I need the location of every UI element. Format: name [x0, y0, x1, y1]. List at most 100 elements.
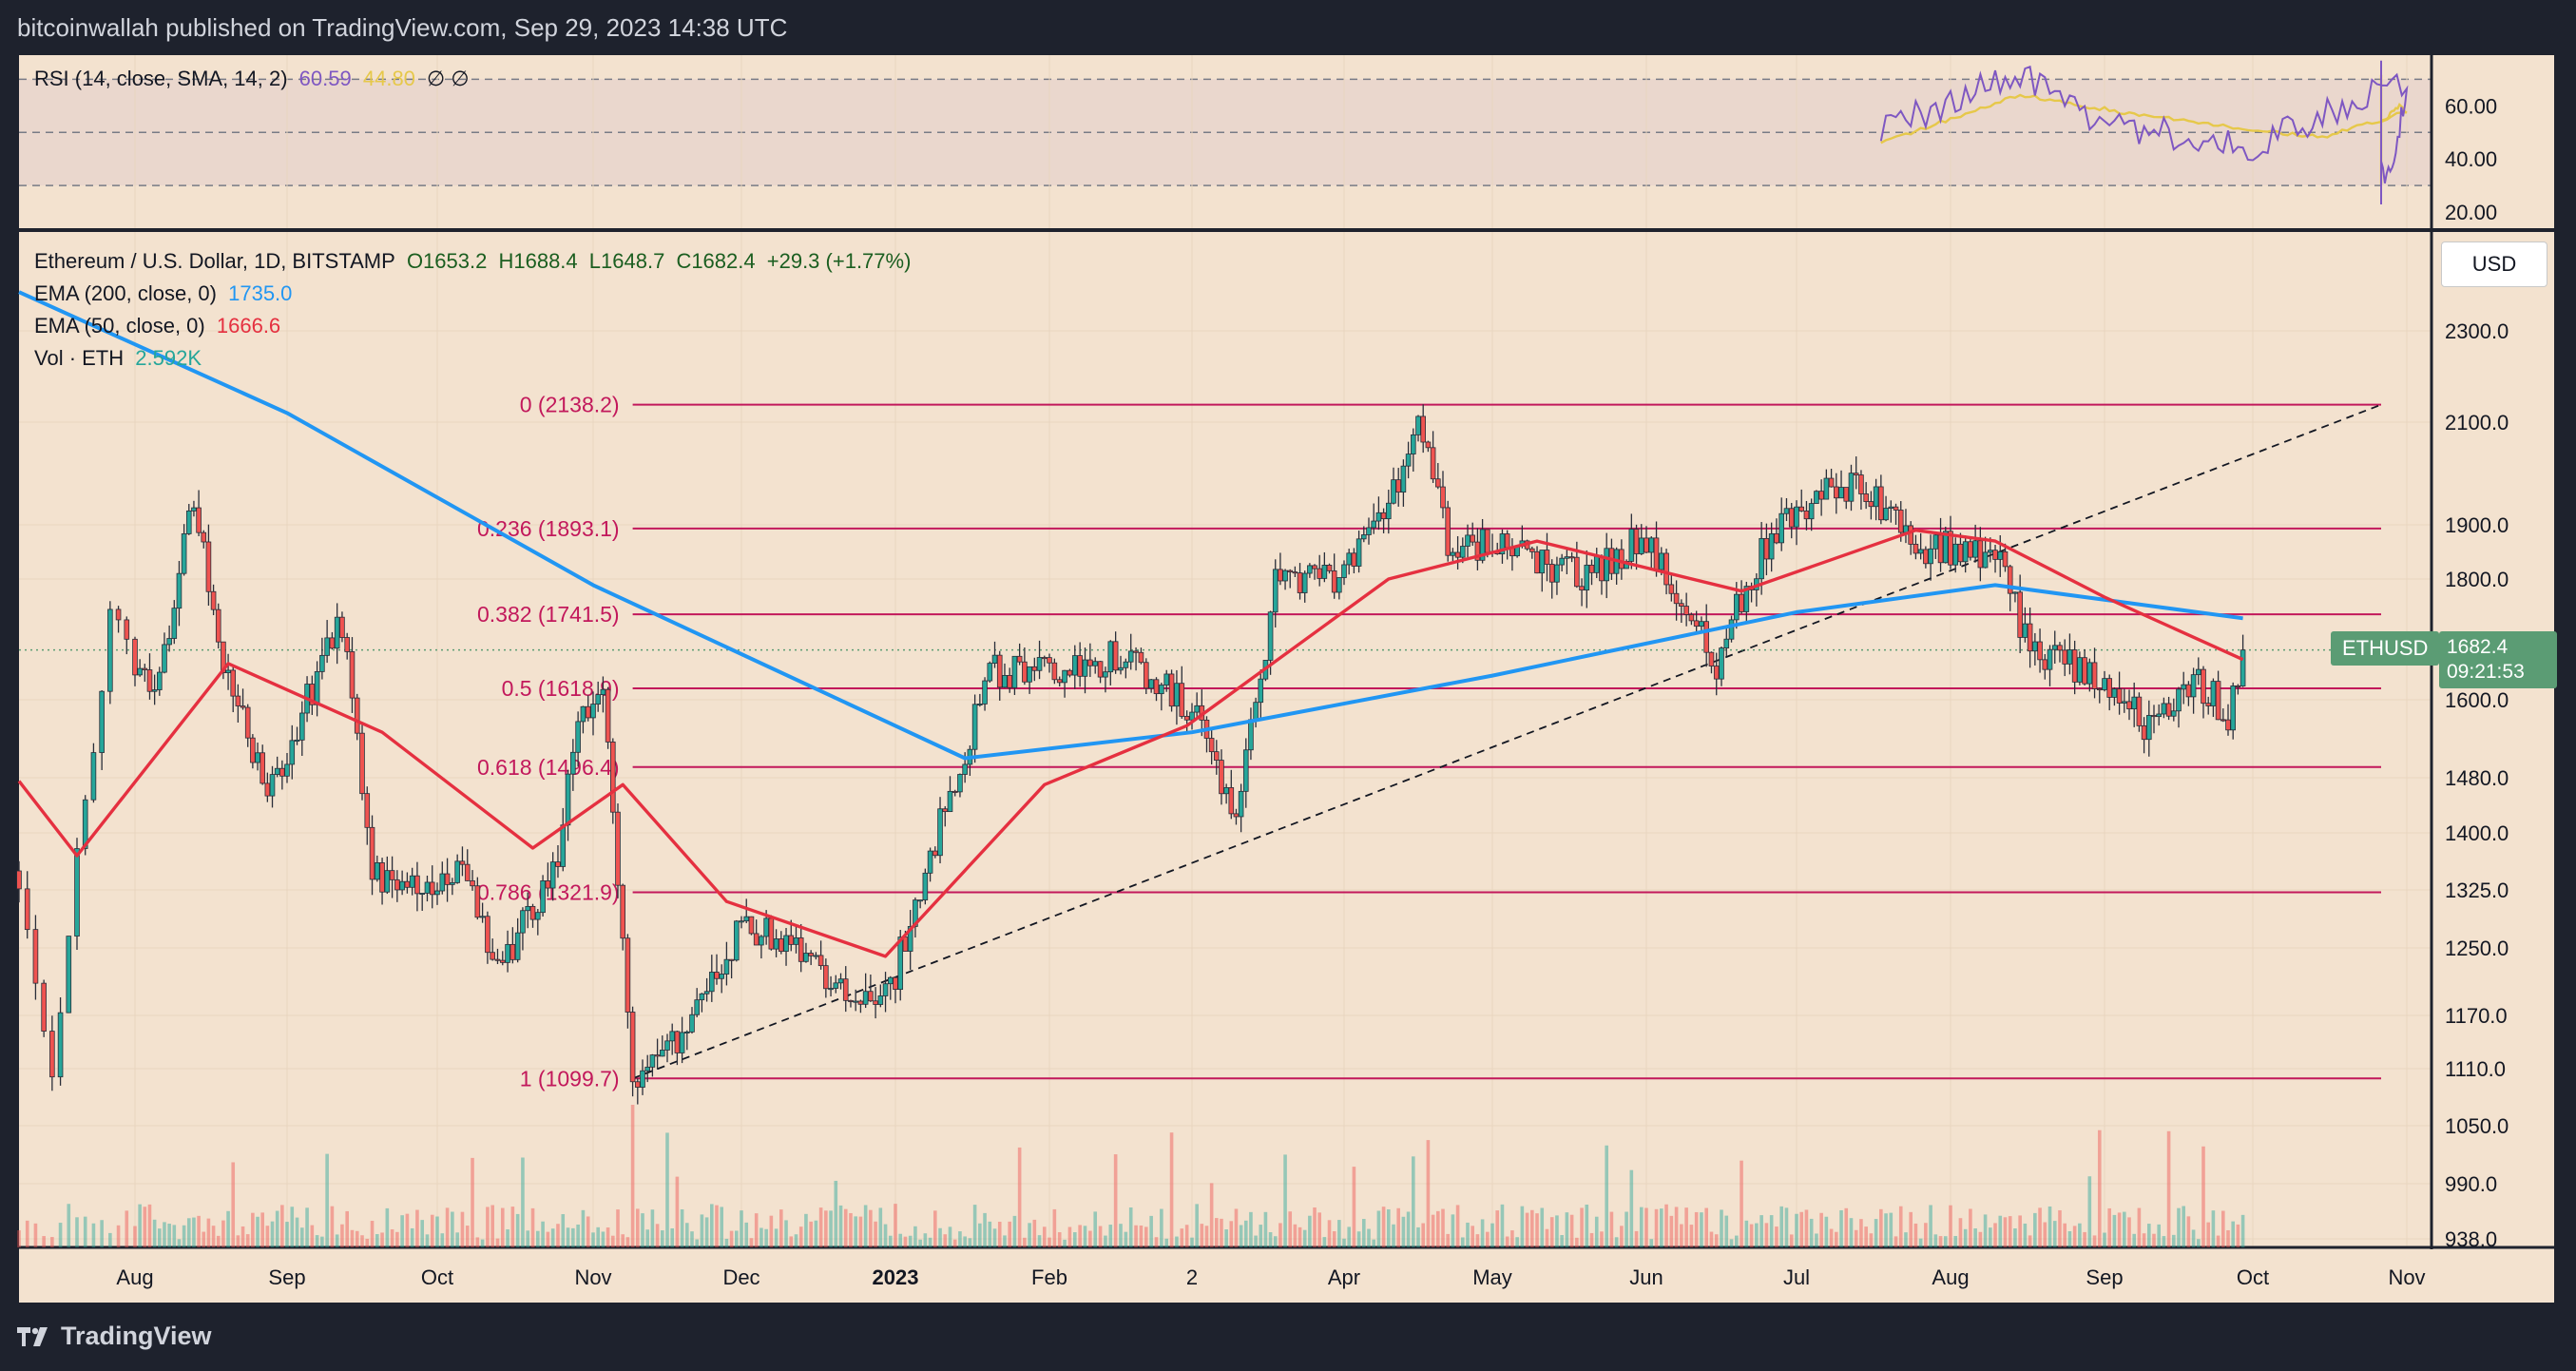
volume-bar — [410, 1227, 414, 1247]
fibonacci-levels: 0 (2138.2) 0.236 (1893.1) 0.382 (1741.5) 0.… — [19, 393, 2432, 1091]
volume-bar — [596, 1226, 600, 1247]
ema50-line — [17, 529, 2244, 958]
volume-bar — [1466, 1222, 1470, 1247]
candle-body — [728, 958, 735, 961]
candle-body — [137, 667, 143, 676]
candle-body — [1838, 487, 1844, 499]
ohlc-open: O1653.2 — [406, 249, 488, 273]
volume-bar — [1978, 1231, 1983, 1247]
volume-bar — [75, 1217, 79, 1247]
volume-bar — [1784, 1207, 1789, 1247]
volume-bar — [2236, 1224, 2240, 1247]
candle-body — [1036, 657, 1043, 671]
volume-bar — [182, 1225, 186, 1247]
volume-bar — [1740, 1160, 1743, 1247]
volume-bar — [1775, 1226, 1778, 1247]
candle-body — [2131, 696, 2138, 710]
candle-body — [369, 826, 375, 880]
volume-bar — [729, 1230, 734, 1247]
volume-bar — [928, 1237, 932, 1247]
volume-bar — [1909, 1211, 1913, 1247]
volume-bar — [116, 1225, 121, 1247]
candle-body — [907, 926, 913, 952]
candle-body — [1743, 586, 1750, 612]
volume-bar — [1254, 1235, 1258, 1247]
volume-bar — [2186, 1216, 2191, 1247]
candle-body — [2201, 668, 2206, 705]
candle-body — [2102, 678, 2107, 690]
candle-body — [1703, 621, 1710, 653]
candle-body — [215, 608, 221, 643]
volume-bar — [2067, 1231, 2072, 1247]
candle-body — [221, 641, 226, 673]
volume-bar — [1057, 1232, 1062, 1247]
volume-bar — [1072, 1232, 1077, 1247]
currency-button[interactable]: USD — [2441, 241, 2547, 287]
candle-body — [201, 531, 207, 543]
candle-body — [124, 619, 130, 640]
candle-body — [555, 861, 561, 867]
candle-body — [882, 983, 889, 996]
volume-bar — [774, 1228, 779, 1247]
candle-body — [833, 982, 839, 989]
candle-body — [1107, 641, 1114, 673]
volume-bar — [636, 1208, 640, 1247]
time-axis-background — [19, 1249, 2554, 1303]
candle-body — [176, 572, 183, 609]
volume-bar — [630, 1105, 635, 1247]
candle-body — [1208, 738, 1215, 753]
volume-bar — [2023, 1223, 2028, 1247]
volume-bar — [355, 1230, 359, 1247]
volume-bar — [152, 1219, 157, 1247]
volume-bar — [1042, 1226, 1047, 1247]
candle-body — [600, 688, 606, 696]
volume-bar — [561, 1214, 566, 1247]
candle-body — [1361, 534, 1367, 540]
candle-body — [1272, 569, 1278, 613]
candle-body — [1823, 477, 1830, 500]
volume-bar — [798, 1226, 803, 1247]
volume-bar — [908, 1235, 913, 1247]
candle-body — [1908, 525, 1913, 545]
volume-bar — [400, 1215, 404, 1247]
volume-bar — [1704, 1207, 1708, 1247]
candle-body — [151, 689, 158, 692]
volume-bar — [2112, 1214, 2117, 1247]
volume-bar — [486, 1207, 490, 1247]
candle-body — [525, 905, 531, 912]
volume-bar — [1421, 1223, 1425, 1247]
volume-bar — [143, 1207, 147, 1247]
candle-body — [509, 943, 516, 960]
volume-bar — [1889, 1212, 1894, 1247]
volume-bar — [2092, 1235, 2097, 1247]
volume-bar — [91, 1223, 96, 1247]
volume-bar — [163, 1222, 166, 1247]
volume-bar — [1694, 1211, 1699, 1247]
candle-body — [1708, 651, 1715, 666]
candle-body — [1774, 532, 1779, 544]
candle-body — [250, 737, 256, 763]
volume-bar — [749, 1238, 754, 1247]
volume-bar — [460, 1211, 465, 1247]
volume-bar — [251, 1212, 255, 1247]
candle-body — [1016, 655, 1023, 663]
candle-body — [1673, 592, 1680, 605]
volume-bar — [923, 1233, 928, 1247]
volume-bar — [58, 1223, 63, 1247]
volume-bar — [435, 1216, 439, 1247]
candle-body — [808, 953, 814, 956]
volume-bar — [1520, 1206, 1525, 1247]
candle-body — [952, 790, 958, 793]
volume-bar — [720, 1207, 723, 1247]
candle-body — [196, 507, 202, 533]
ema50-value: 1666.6 — [216, 314, 281, 338]
rsi-value: 60.59 — [298, 67, 352, 90]
candle-body — [2077, 657, 2083, 683]
volume-bar — [515, 1213, 520, 1247]
volume-bar — [958, 1231, 962, 1247]
volume-bar — [685, 1223, 689, 1247]
volume-bar — [2097, 1130, 2102, 1247]
tradingview-logo[interactable]: TradingView — [17, 1322, 212, 1351]
candle-body — [1479, 529, 1486, 561]
